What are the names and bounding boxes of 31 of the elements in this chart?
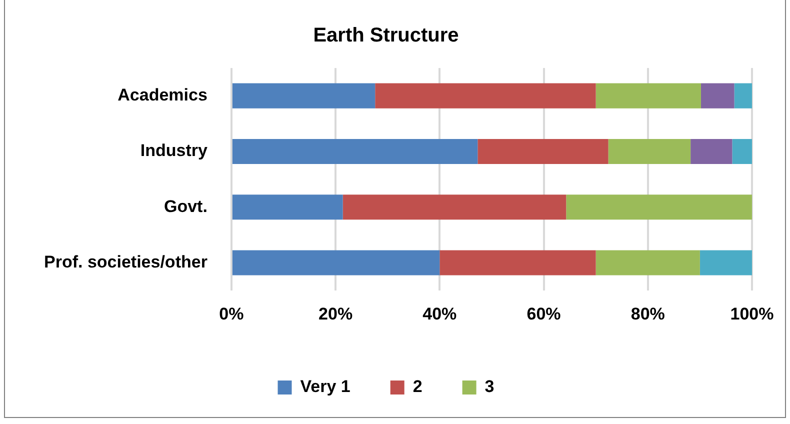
bar <box>342 194 566 220</box>
bar <box>596 250 700 276</box>
bar <box>732 138 752 164</box>
bar <box>232 138 478 164</box>
x-tick-label: 20% <box>318 304 353 324</box>
bar <box>232 83 376 108</box>
x-tick-label: 60% <box>526 304 561 324</box>
chart-title: Earth Structure <box>313 24 459 47</box>
legend-label: 3 <box>484 377 494 396</box>
bar <box>375 83 596 108</box>
bar <box>734 83 752 108</box>
bar <box>700 83 734 108</box>
x-tick-label: 80% <box>630 304 665 324</box>
bar <box>608 138 691 164</box>
legend-label: Very 1 <box>300 377 350 396</box>
bar <box>440 250 596 276</box>
legend-label: 2 <box>412 377 422 396</box>
bar <box>566 194 752 220</box>
x-tick-label: 0% <box>219 304 244 324</box>
bar <box>232 250 440 276</box>
bar <box>478 138 608 164</box>
y-tick-label: Prof. societies/other <box>44 252 208 272</box>
y-tick-label: Govt. <box>164 196 208 216</box>
bar <box>700 250 752 276</box>
bar <box>596 83 701 108</box>
x-tick-label: 100% <box>730 304 774 324</box>
y-tick-label: Academics <box>118 86 208 105</box>
bar <box>690 138 732 164</box>
bar <box>232 194 343 220</box>
x-tick-label: 40% <box>422 304 457 324</box>
y-tick-label: Industry <box>140 141 208 160</box>
